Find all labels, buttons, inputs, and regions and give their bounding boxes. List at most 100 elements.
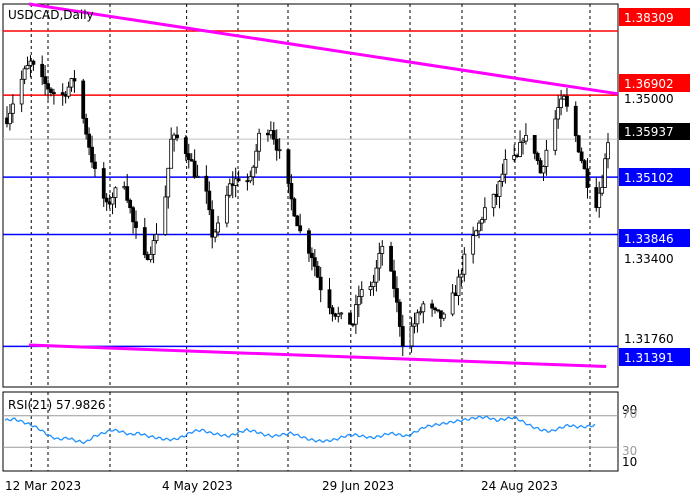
level-box-2: 1.36902 [619, 74, 690, 92]
candle-body [84, 117, 89, 135]
candle-body [254, 150, 259, 168]
candle-body [189, 159, 194, 162]
current-price-label: 1.35937 [624, 125, 674, 139]
candle-body [163, 196, 168, 235]
candle-body [315, 265, 320, 278]
candle-body [421, 303, 426, 313]
candle-body [43, 76, 48, 85]
price-tick-2: 1.33400 [624, 252, 674, 266]
level-box-5: 1.31391 [619, 348, 690, 366]
candle-body [257, 132, 262, 152]
candle-body [541, 166, 546, 174]
candle-body [553, 118, 558, 151]
candle-body [433, 307, 437, 311]
current-price-box [619, 123, 690, 140]
price-tick-1: 1.35000 [624, 92, 674, 106]
candle-body [49, 88, 53, 93]
price-tick-3: 1.31760 [624, 332, 674, 346]
candle-body [477, 222, 481, 232]
candle-body [166, 167, 171, 198]
candle-body [474, 230, 478, 237]
candle-body [227, 183, 232, 196]
candle-body [327, 289, 332, 309]
candle-body [192, 160, 197, 178]
candle-body [186, 153, 191, 160]
candle-body [412, 323, 417, 327]
candle-body [298, 225, 303, 232]
candle-body [19, 78, 24, 105]
candle-body [336, 313, 341, 317]
candle-body [415, 312, 420, 325]
candle-body [430, 303, 434, 309]
candle-body [271, 130, 276, 140]
candle-body [512, 155, 517, 160]
candle-body [142, 227, 147, 256]
candle-body [436, 309, 440, 312]
channel-line-lower [28, 343, 607, 368]
candle-body [471, 235, 476, 255]
candle-body [500, 173, 505, 182]
candle-body [10, 103, 15, 114]
candle-body [175, 134, 179, 139]
candle-body [292, 198, 297, 217]
candle-body [148, 253, 153, 260]
candle-body [134, 221, 138, 228]
candle-body [69, 78, 74, 88]
symbol-label: USDCAD,Daily [8, 8, 94, 22]
candle-body [309, 252, 314, 259]
candle-body [295, 215, 300, 227]
candle-body [25, 65, 30, 70]
candle-body [374, 267, 379, 283]
candle-body [286, 149, 291, 184]
candle-body [503, 159, 508, 175]
candle-body [93, 161, 97, 169]
candle-body [371, 281, 376, 287]
candle-body [151, 240, 156, 255]
level-box-4-bg [619, 229, 690, 247]
price-panel-frame [2, 3, 619, 388]
candle-body [395, 288, 399, 303]
candle-body [125, 186, 130, 201]
candle-body [368, 286, 373, 291]
candle-body [154, 233, 159, 242]
candle-body [131, 207, 135, 223]
candle-body [450, 292, 455, 315]
x-label-2: 4 May 2023 [162, 479, 233, 493]
candle-body [397, 301, 402, 327]
rsi-label: RSI(21) 57.9826 [8, 398, 106, 412]
candle-body [459, 273, 464, 278]
candle-body [351, 323, 355, 326]
candle-body [535, 152, 540, 162]
candle-body [400, 326, 405, 347]
level-label-1: 1.38309 [624, 11, 674, 25]
level-box-1: 1.38309 [619, 8, 690, 26]
level-box-5-bg [619, 348, 690, 366]
candle-body [389, 245, 393, 272]
rsi-panel-frame [2, 391, 619, 472]
candle-body [22, 68, 27, 80]
candle-body [104, 197, 109, 203]
candle-body [556, 107, 561, 120]
candle-body [353, 304, 358, 325]
rsi-indicator [3, 415, 618, 448]
candle-body [216, 222, 220, 233]
candle-body [52, 92, 56, 94]
candle-body [330, 307, 335, 315]
candle-body [87, 133, 91, 148]
candle-body [318, 276, 323, 291]
candle-body [289, 183, 294, 200]
candle-body [312, 257, 317, 267]
level-label-4: 1.33846 [624, 232, 674, 246]
rsi-level-70: 70 [622, 407, 637, 421]
candle-body [600, 186, 605, 194]
candle-body [101, 168, 106, 199]
candle-body [8, 112, 12, 125]
candle-body [207, 190, 212, 211]
level-label-3: 1.35102 [624, 171, 674, 185]
candle-body [480, 219, 484, 224]
candle-body [576, 135, 581, 153]
candle-body [603, 158, 607, 188]
candle-body [277, 149, 282, 152]
candle-body [524, 135, 528, 142]
